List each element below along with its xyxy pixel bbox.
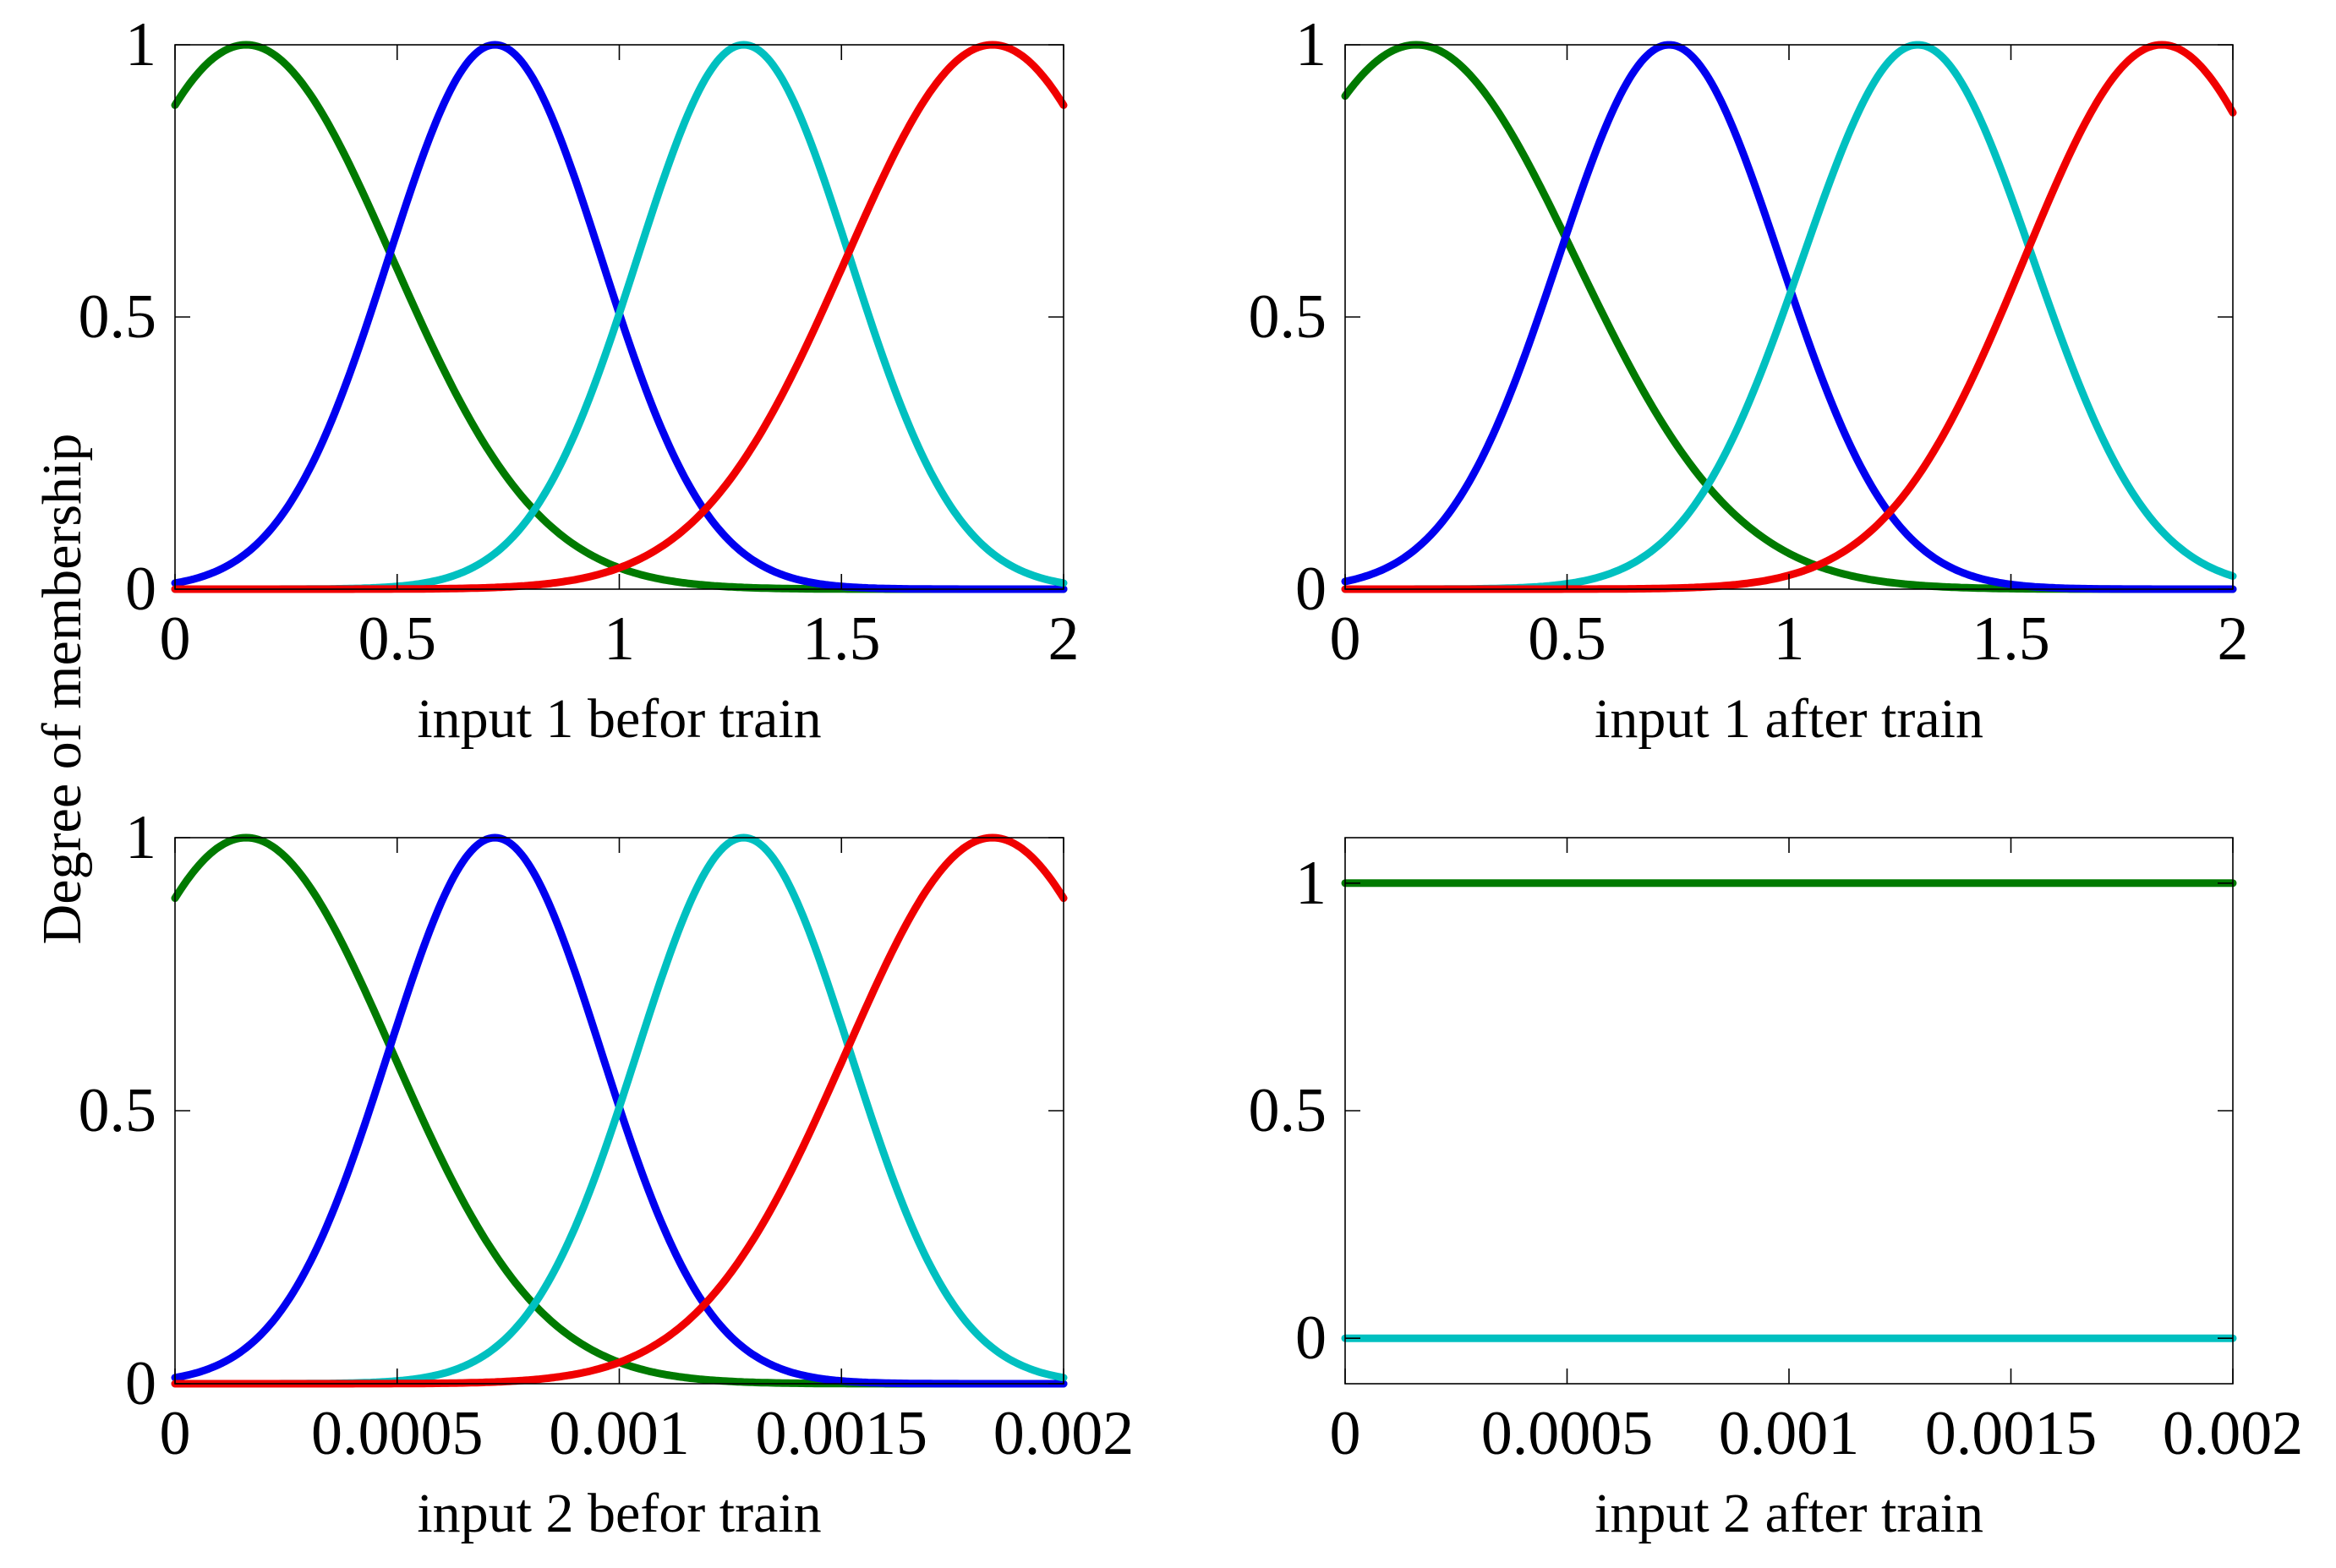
y-tick-label: 1 — [125, 803, 156, 872]
x-tick-label: 0 — [1330, 604, 1361, 674]
series-line-mf4 — [1341, 41, 2237, 593]
x-tick-label: 0.0015 — [1925, 1399, 2098, 1468]
x-tick-label: 0.002 — [993, 1399, 1135, 1468]
chart-panel-2: 0 0.5 1 1.5 2 0 0.5 1 input 1 after train — [1249, 10, 2249, 750]
x-tick-label: 1 — [604, 604, 635, 674]
x-tick-label: 2 — [2218, 604, 2249, 674]
x-tick-label: 0.0015 — [756, 1399, 928, 1468]
chart-panel-4: 0 0.0005 0.001 0.0015 0.002 0 0.5 1 input 2 afte… — [1249, 837, 2304, 1544]
x-axis-label: input 1 befor train — [417, 688, 821, 750]
x-tick-label: 0.001 — [1719, 1399, 1860, 1468]
series-line-mf2 — [1341, 41, 2237, 593]
x-tick-label: 0 — [160, 1399, 191, 1468]
y-tick-label: 0 — [125, 1349, 156, 1418]
chart-panel-3: 0 0.0005 0.001 0.0015 0.002 0 0.5 1 input 2 befo… — [79, 803, 1135, 1544]
x-axis-label: input 2 befor train — [417, 1483, 821, 1544]
x-tick-label: 0.0005 — [1481, 1399, 1654, 1468]
y-tick-label: 0.5 — [1249, 1076, 1327, 1145]
plot-frame — [1344, 44, 2234, 590]
y-tick-label: 1 — [125, 10, 156, 79]
y-tick-label: 0 — [1295, 1303, 1327, 1373]
series-line-mf3 — [171, 833, 1068, 1388]
x-tick-label: 0.002 — [2163, 1399, 2304, 1468]
y-tick-label: 0.5 — [1249, 282, 1327, 352]
x-tick-label: 0.5 — [358, 604, 437, 674]
plot-frame — [1344, 837, 2234, 1385]
series-line-mf3 — [1341, 41, 2237, 593]
x-tick-label: 0.001 — [549, 1399, 690, 1468]
chart-panel-1: 0 0.5 1 1.5 2 0 0.5 1 input 1 befor train — [79, 10, 1080, 750]
x-tick-label: 0.5 — [1528, 604, 1606, 674]
x-tick-label: 1.5 — [802, 604, 881, 674]
y-tick-label: 0.5 — [79, 282, 157, 352]
series-line-mf1 — [1341, 41, 2237, 593]
x-tick-label: 1.5 — [1972, 604, 2050, 674]
x-tick-label: 0 — [1330, 1399, 1361, 1468]
y-tick-label: 1 — [1295, 10, 1327, 79]
x-tick-label: 1 — [1774, 604, 1805, 674]
y-tick-label: 1 — [1295, 849, 1327, 918]
x-tick-label: 2 — [1048, 604, 1080, 674]
shared-y-axis-label: Degree of membership — [31, 434, 93, 945]
series-line-mf3 — [171, 41, 1068, 593]
x-axis-label: input 1 after train — [1595, 688, 1983, 750]
x-tick-label: 0 — [160, 604, 191, 674]
y-tick-label: 0 — [1295, 555, 1327, 624]
y-tick-label: 0.5 — [79, 1076, 157, 1145]
x-tick-label: 0.0005 — [311, 1399, 484, 1468]
x-axis-label: input 2 after train — [1595, 1483, 1983, 1544]
y-tick-label: 0 — [125, 555, 156, 624]
